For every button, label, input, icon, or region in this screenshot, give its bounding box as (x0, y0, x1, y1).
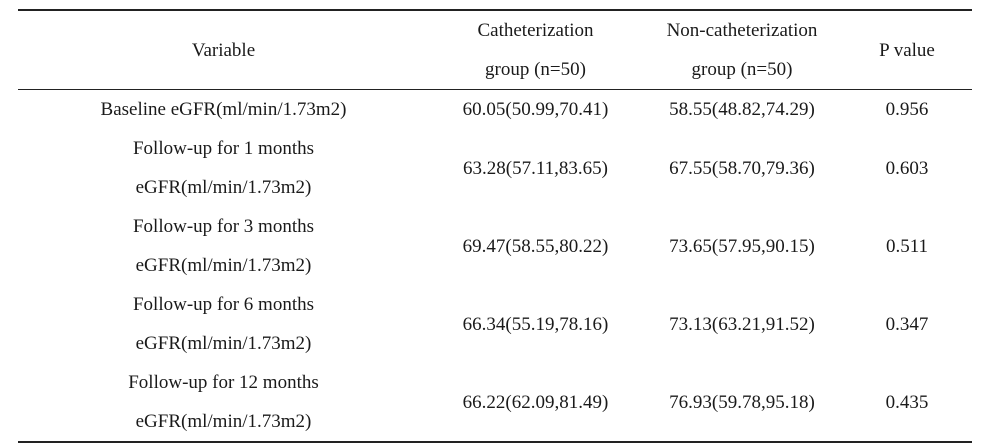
variable-text-line-1: Follow-up for 3 months (132, 216, 315, 237)
header-non-catheterization-line-2: group (n=50) (691, 59, 793, 80)
non-catheterization-cell: 73.13(63.21,91.52) (669, 313, 815, 335)
table-row: Follow-up for 12 months eGFR(ml/min/1.73… (18, 363, 972, 442)
table-row: Baseline eGFR(ml/min/1.73m2) 60.05(50.99… (18, 90, 972, 130)
non-catheterization-cell: 73.65(57.95,90.15) (669, 235, 815, 257)
catheterization-cell: 63.28(57.11,83.65) (463, 157, 608, 179)
p-value-cell: 0.603 (885, 157, 929, 179)
p-value-cell: 0.435 (885, 391, 929, 413)
variable-cell: Follow-up for 3 months eGFR(ml/min/1.73m… (18, 207, 429, 285)
table-row: Follow-up for 1 months eGFR(ml/min/1.73m… (18, 129, 972, 207)
variable-cell: Follow-up for 12 months eGFR(ml/min/1.73… (18, 363, 429, 442)
table-header: Variable Catheterization group (n=50) No… (18, 10, 972, 90)
catheterization-cell: 66.22(62.09,81.49) (462, 391, 609, 413)
header-non-catheterization-line-1: Non-catheterization (666, 20, 818, 41)
header-catheterization-line-1: Catheterization (477, 20, 594, 41)
variable-text-line-1: Follow-up for 12 months (128, 372, 319, 393)
table-row: Follow-up for 3 months eGFR(ml/min/1.73m… (18, 207, 972, 285)
variable-cell: Follow-up for 6 months eGFR(ml/min/1.73m… (18, 285, 429, 363)
header-p-value-label: P value (879, 39, 935, 61)
variable-text-line-2: eGFR(ml/min/1.73m2) (135, 255, 312, 276)
variable-text-line-2: eGFR(ml/min/1.73m2) (135, 177, 312, 198)
variable-cell: Baseline eGFR(ml/min/1.73m2) (18, 90, 429, 130)
catheterization-cell: 69.47(58.55,80.22) (462, 235, 609, 257)
header-variable: Variable (18, 10, 429, 90)
table-body: Baseline eGFR(ml/min/1.73m2) 60.05(50.99… (18, 90, 972, 442)
variable-text-line-2: eGFR(ml/min/1.73m2) (135, 411, 312, 432)
p-value-cell: 0.347 (885, 313, 929, 335)
variable-text-line-2: eGFR(ml/min/1.73m2) (135, 333, 312, 354)
variable-text-line-1: Follow-up for 6 months (132, 294, 315, 315)
catheterization-cell: 60.05(50.99,70.41) (462, 99, 609, 120)
variable-text-line-1: Follow-up for 1 months (132, 138, 315, 159)
header-catheterization: Catheterization group (n=50) (429, 10, 642, 90)
variable-text: Baseline eGFR(ml/min/1.73m2) (100, 99, 347, 120)
egfr-comparison-table: Variable Catheterization group (n=50) No… (18, 9, 972, 443)
non-catheterization-cell: 76.93(59.78,95.18) (669, 391, 815, 413)
catheterization-cell: 66.34(55.19,78.16) (462, 313, 609, 335)
header-variable-label: Variable (191, 39, 256, 61)
p-value-cell: 0.511 (885, 235, 929, 257)
variable-cell: Follow-up for 1 months eGFR(ml/min/1.73m… (18, 129, 429, 207)
table-row: Follow-up for 6 months eGFR(ml/min/1.73m… (18, 285, 972, 363)
non-catheterization-cell: 58.55(48.82,74.29) (669, 99, 815, 120)
header-row: Variable Catheterization group (n=50) No… (18, 10, 972, 90)
header-non-catheterization: Non-catheterization group (n=50) (642, 10, 842, 90)
p-value-cell: 0.956 (885, 99, 929, 120)
header-catheterization-line-2: group (n=50) (485, 59, 586, 80)
header-p-value: P value (842, 10, 972, 90)
non-catheterization-cell: 67.55(58.70,79.36) (669, 157, 815, 179)
